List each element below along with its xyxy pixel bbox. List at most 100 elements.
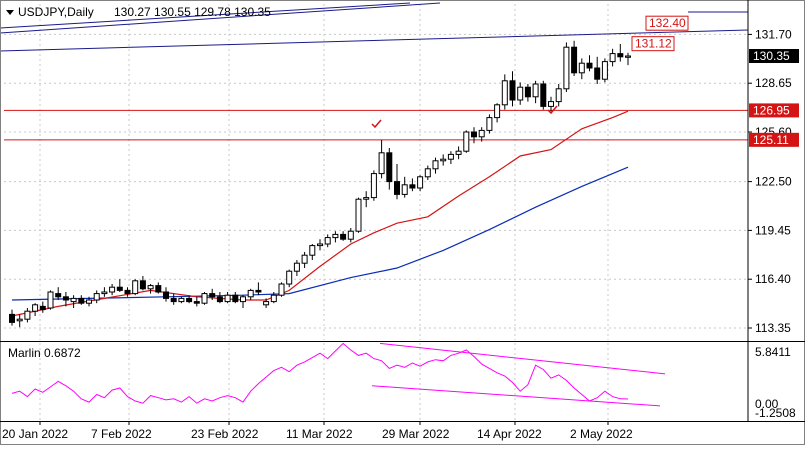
candle-body	[132, 280, 139, 295]
osc-axis-bottom: -1.2508	[755, 406, 796, 420]
candle-body	[517, 86, 524, 101]
candle-body	[386, 152, 393, 183]
trend-lines[interactable]	[0, 2, 749, 52]
candle-body	[432, 160, 439, 170]
candle-body	[70, 297, 77, 303]
candle	[70, 295, 77, 308]
candle-body	[555, 88, 562, 103]
candle	[147, 284, 154, 294]
candle-body	[501, 80, 508, 106]
candle-body	[401, 184, 408, 195]
candle	[124, 287, 131, 297]
candle-body	[424, 168, 431, 178]
candle	[9, 309, 15, 326]
candle	[132, 279, 139, 296]
candle	[332, 231, 339, 243]
candle-body	[247, 289, 254, 298]
candle	[270, 292, 277, 304]
candle-body	[32, 304, 39, 312]
candle	[594, 56, 601, 84]
price-tick-label: 131.70	[755, 27, 792, 41]
candle-body	[78, 297, 85, 304]
oscillator-trend-lower	[371, 385, 661, 407]
dropdown-triangle-icon[interactable]	[6, 10, 14, 15]
candle	[116, 279, 123, 292]
candle	[232, 292, 239, 304]
candle	[186, 295, 193, 304]
candle	[571, 40, 578, 76]
current-price-label: 130.35	[753, 49, 790, 63]
candle	[55, 287, 62, 300]
candle	[86, 296, 92, 307]
candle	[216, 292, 223, 304]
candle	[170, 293, 177, 305]
candle	[494, 103, 501, 123]
candle	[309, 244, 316, 260]
candle-body	[55, 293, 62, 298]
candle-body	[16, 318, 23, 322]
candle	[240, 295, 246, 308]
candle-body	[93, 293, 100, 301]
candle-body	[101, 291, 108, 295]
candle	[401, 176, 408, 198]
candle-body	[625, 55, 631, 58]
candle-body	[186, 297, 193, 303]
ma-slow-line	[11, 166, 629, 301]
candle-body	[394, 181, 400, 195]
candle-body	[601, 61, 608, 80]
candle-body	[255, 289, 262, 293]
candle	[93, 290, 100, 304]
candle-body	[532, 83, 539, 98]
candle	[386, 148, 393, 190]
candle	[263, 298, 270, 308]
candle-body	[594, 67, 601, 80]
candle-body	[139, 280, 146, 290]
candle	[201, 292, 208, 305]
horizontal-levels[interactable]	[4, 109, 748, 141]
candle	[625, 52, 631, 66]
candle	[363, 191, 370, 208]
candle-body	[370, 173, 377, 199]
candle-body	[524, 86, 531, 98]
candle	[278, 282, 285, 297]
candle-body	[124, 289, 131, 295]
price-tick-label: 128.65	[755, 76, 792, 90]
indicator-label: Marlin 0.6872	[8, 346, 81, 360]
candle	[417, 175, 424, 192]
candle	[601, 58, 608, 83]
candle	[509, 71, 516, 107]
candle	[501, 74, 508, 110]
candle	[478, 127, 485, 142]
ohlc-label: 130.27 130.55 129.78 130.35	[114, 5, 271, 19]
candle-body	[586, 62, 593, 69]
candle	[463, 130, 470, 153]
time-label: 7 Feb 2022	[91, 427, 152, 441]
time-label: 23 Feb 2022	[191, 427, 259, 441]
candle-body	[209, 293, 216, 298]
trend-line	[0, 2, 441, 34]
price-tick-label: 119.45	[755, 223, 791, 237]
candle	[193, 296, 200, 307]
candle-body	[417, 176, 424, 189]
candle	[286, 269, 293, 288]
candle	[293, 260, 300, 276]
candle-body	[617, 53, 624, 58]
time-label: 2 May 2022	[570, 427, 633, 441]
candle-body	[578, 62, 585, 74]
candle-body	[332, 233, 339, 239]
candle	[424, 165, 431, 180]
axes: 131.70128.65125.60122.50119.45116.40113.…	[2, 15, 799, 441]
candle	[255, 282, 262, 296]
candle	[324, 234, 331, 248]
candle-body	[301, 254, 308, 264]
price-tick-label: 122.50	[755, 175, 792, 189]
candle	[101, 287, 108, 297]
candle-body	[463, 131, 470, 152]
candle	[340, 231, 347, 241]
candle-body	[409, 184, 416, 189]
candle	[347, 228, 354, 243]
candle-body	[270, 294, 277, 303]
candle	[209, 288, 216, 300]
